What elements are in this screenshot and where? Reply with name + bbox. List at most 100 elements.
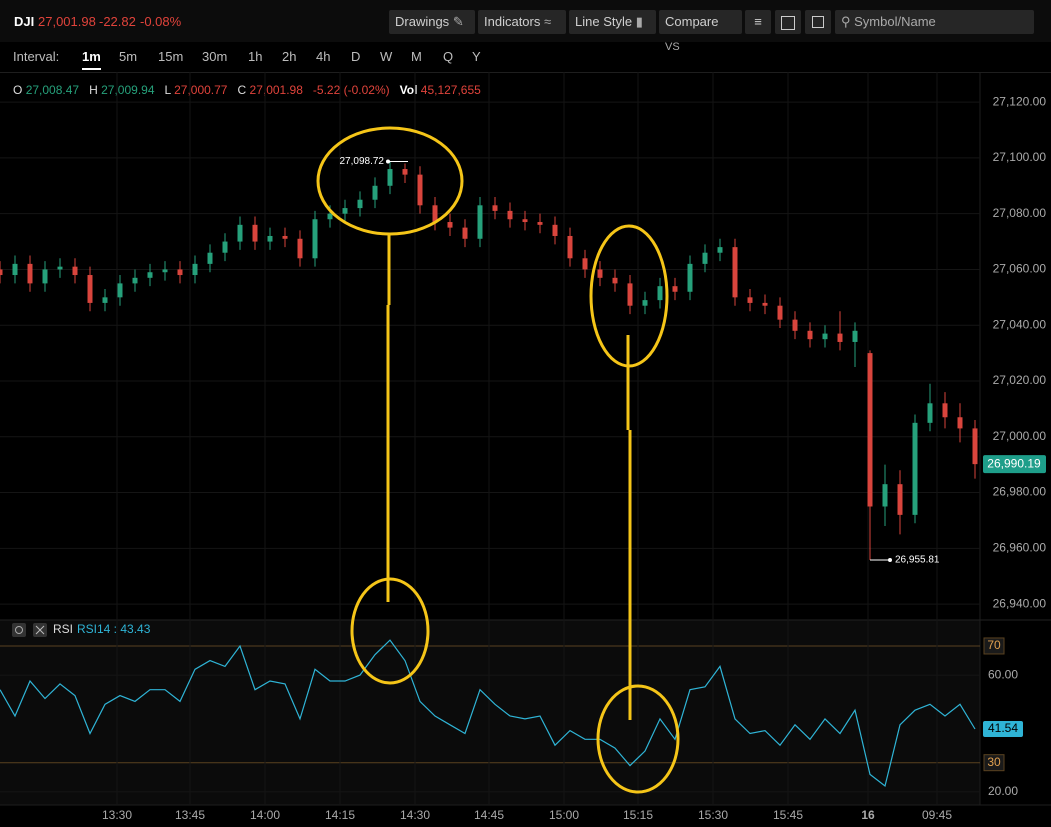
interval-option[interactable]: 2h xyxy=(282,49,297,64)
grid xyxy=(0,72,980,805)
candle-body xyxy=(972,428,978,465)
candle-body xyxy=(762,302,768,306)
candle-body xyxy=(897,484,903,515)
interval-option[interactable]: D xyxy=(351,49,361,64)
indicators-button[interactable]: Indicators ≈ xyxy=(478,10,566,34)
candle-body xyxy=(72,266,78,276)
interval-label: Interval: xyxy=(13,49,60,64)
y-tick-label: 60.00 xyxy=(988,667,1018,681)
close-x xyxy=(35,625,45,635)
line-style-button[interactable]: Line Style ▮ xyxy=(569,10,656,34)
annotation-ellipse xyxy=(316,126,464,236)
candle-body xyxy=(417,174,423,206)
candle-body xyxy=(312,219,318,259)
candle-body xyxy=(702,252,708,264)
annotation-ellipse xyxy=(350,577,430,685)
candle-body xyxy=(117,283,123,298)
candle-body xyxy=(102,297,108,303)
candle-body xyxy=(852,330,858,342)
candle-body xyxy=(462,227,468,239)
interval-option[interactable]: Q xyxy=(443,49,454,64)
y-tick-label: 27,120.00 xyxy=(993,94,1047,108)
x-tick-label: 13:30 xyxy=(102,808,132,822)
candle-body xyxy=(12,263,18,276)
candle-body xyxy=(822,333,828,340)
annotation-ellipse xyxy=(596,684,680,794)
y-tick-label: 30 xyxy=(987,755,1001,769)
layout-button[interactable] xyxy=(805,10,831,34)
settings-button[interactable]: ≡ xyxy=(745,10,771,34)
low-marker-label: 26,955.81 xyxy=(895,555,940,566)
candle-body xyxy=(582,258,588,270)
change-pct: -0.08% xyxy=(140,14,182,29)
last-value-tag xyxy=(983,721,1023,738)
candle-body xyxy=(387,169,393,186)
candle-body xyxy=(507,210,513,220)
candle-body xyxy=(57,266,63,270)
l-label: L xyxy=(164,83,171,97)
interval-option[interactable]: Y xyxy=(472,49,481,64)
annotations xyxy=(316,126,680,794)
candle-body xyxy=(357,199,363,209)
change: -22.82 xyxy=(99,14,136,29)
y-tick-label: 26,980.00 xyxy=(993,485,1047,499)
candle-body xyxy=(147,272,153,278)
x-tick-label: 15:00 xyxy=(549,808,579,822)
candle-body xyxy=(597,269,603,278)
marks: 27,120.00 27,100.00 27,080.00 27,060.00 27,0… xyxy=(0,94,1046,822)
y-tick-label: 26,960.00 xyxy=(993,540,1047,554)
candle-body xyxy=(957,417,963,429)
candle-body xyxy=(177,269,183,276)
interval-option[interactable]: 1m xyxy=(82,49,101,70)
annotation-ellipse xyxy=(589,224,669,368)
candle-body xyxy=(87,275,93,303)
rsi-legend: RSI14 : 43.43 xyxy=(77,622,151,636)
interval-option[interactable]: 15m xyxy=(158,49,184,64)
c-value: 27,001.98 xyxy=(249,83,303,97)
interval-option[interactable]: 30m xyxy=(202,49,228,64)
y-tick-label: 70 xyxy=(987,638,1001,652)
tick-box xyxy=(983,637,1005,655)
search-box[interactable]: ⚲ Symbol/Name xyxy=(835,10,1034,34)
interval-option[interactable]: 4h xyxy=(316,49,331,64)
candle-body xyxy=(402,169,408,175)
candle-body xyxy=(0,269,3,276)
candle-body xyxy=(912,422,918,515)
y-tick-label: 27,100.00 xyxy=(993,150,1047,164)
candle-body xyxy=(732,247,738,298)
drawings-button[interactable]: Drawings ✎ xyxy=(389,10,475,34)
label: Drawings xyxy=(395,14,450,29)
candle-body xyxy=(777,305,783,320)
candle-body xyxy=(297,238,303,259)
candle-body xyxy=(342,208,348,214)
last-price-label: 26,990.19 xyxy=(987,456,1041,470)
interval-option[interactable]: 5m xyxy=(119,49,138,64)
x-tick-label: 14:45 xyxy=(474,808,504,822)
candle-body xyxy=(432,205,438,223)
y-tick-label: 20.00 xyxy=(988,784,1018,798)
candle-body xyxy=(942,403,948,418)
annotation-line xyxy=(386,235,391,602)
interval-option[interactable]: M xyxy=(411,49,422,64)
candle-body xyxy=(207,252,213,264)
candle-body xyxy=(252,224,258,242)
fullscreen-button[interactable] xyxy=(775,10,801,34)
candle-body xyxy=(192,263,198,276)
settings-icon[interactable] xyxy=(12,623,26,637)
gear xyxy=(15,626,23,634)
interval-option[interactable]: W xyxy=(380,49,393,64)
l-value: 27,000.77 xyxy=(174,83,228,97)
candle-body xyxy=(27,263,33,284)
interval-option[interactable]: 1h xyxy=(248,49,263,64)
last-price-tag xyxy=(983,455,1046,474)
y-tick-label: 27,040.00 xyxy=(993,317,1047,331)
divider xyxy=(0,72,1051,73)
compare-button[interactable]: Compare VS xyxy=(659,10,742,53)
high-marker-dot xyxy=(386,159,390,164)
price: 27,001.98 xyxy=(38,14,96,29)
candle-body xyxy=(237,224,243,242)
candle-body xyxy=(492,205,498,211)
candle-body xyxy=(132,277,138,284)
close-icon[interactable] xyxy=(33,623,47,637)
